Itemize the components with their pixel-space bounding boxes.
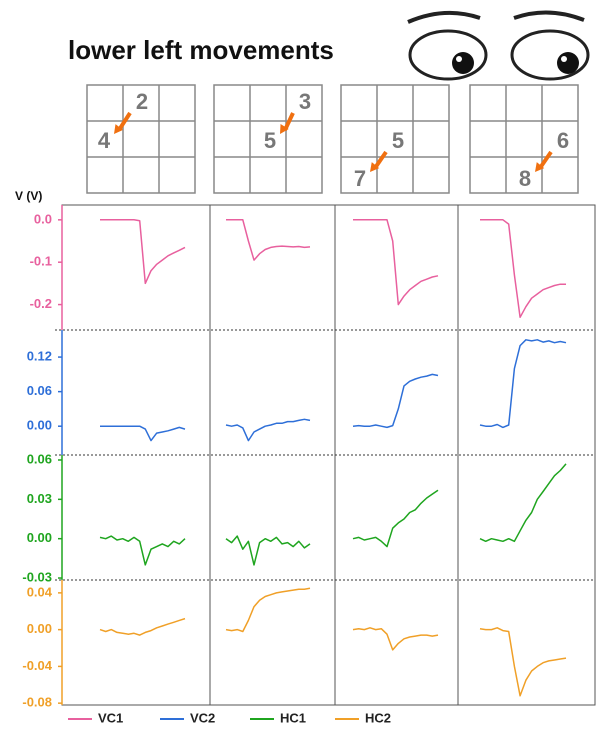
trace	[353, 374, 438, 427]
trace	[353, 220, 438, 305]
y-tick-label: -0.2	[30, 296, 52, 311]
y-tick-label: -0.08	[22, 695, 52, 710]
y-tick-label: 0.04	[27, 584, 53, 599]
trace	[100, 536, 185, 565]
trace	[480, 464, 566, 541]
y-tick-label: 0.03	[27, 491, 52, 506]
grid-number: 8	[519, 166, 531, 191]
y-tick-label: 0.00	[27, 418, 52, 433]
y-tick-label: -0.04	[22, 658, 52, 673]
trace	[353, 628, 438, 650]
trace	[480, 220, 566, 317]
y-tick-label: 0.12	[27, 349, 52, 364]
grid-number: 7	[354, 166, 366, 191]
y-axis-label: V (V)	[15, 189, 42, 203]
trace	[226, 419, 310, 440]
trace	[226, 536, 310, 565]
y-tick-label: -0.1	[30, 254, 52, 269]
y-tick-label: 0.06	[27, 451, 52, 466]
legend-label: HC1	[280, 710, 306, 725]
trace	[226, 220, 310, 260]
legend-label: VC2	[190, 710, 215, 725]
grid-number: 5	[392, 128, 404, 153]
legend-label: HC2	[365, 710, 391, 725]
y-tick-label: 0.0	[34, 211, 52, 226]
trace	[100, 426, 185, 440]
y-tick-label: 0.06	[27, 383, 52, 398]
title: lower left movements	[68, 35, 334, 65]
figure: lower left movements V (V) 243557680.0-0…	[0, 0, 596, 735]
legend-label: VC1	[98, 710, 123, 725]
grid-number: 6	[557, 128, 569, 153]
trace	[353, 490, 438, 546]
eyes-icon	[408, 12, 588, 79]
trace	[100, 220, 185, 284]
trace	[226, 588, 310, 631]
trace	[100, 619, 185, 636]
y-tick-label: 0.00	[27, 621, 52, 636]
y-tick-label: 0.00	[27, 530, 52, 545]
grid-number: 2	[136, 89, 148, 114]
y-tick-label: -0.03	[22, 569, 52, 584]
grid-number: 4	[98, 128, 111, 153]
trace	[480, 340, 566, 428]
grid-number: 3	[299, 89, 311, 114]
trace	[480, 628, 566, 696]
grid-number: 5	[264, 128, 276, 153]
